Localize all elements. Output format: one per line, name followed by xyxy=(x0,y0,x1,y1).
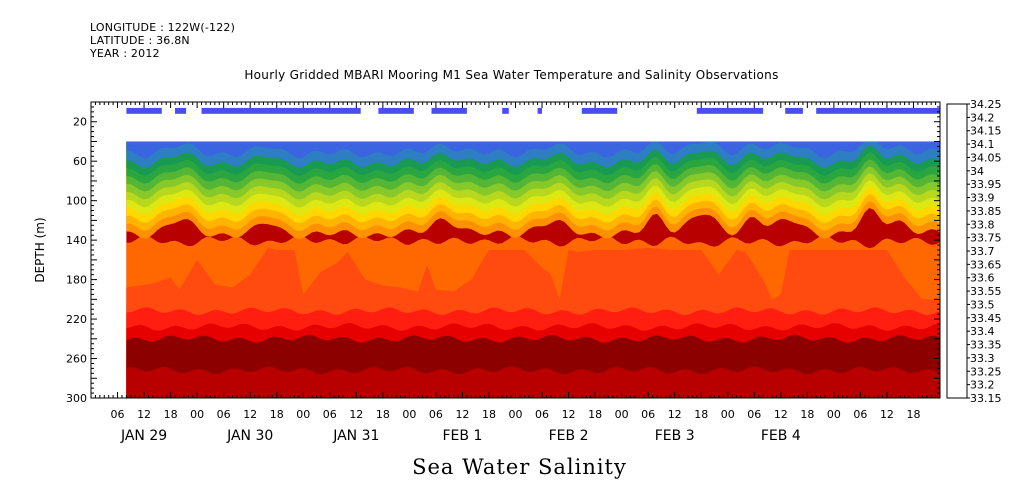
x-tick-label: 06 xyxy=(853,408,867,421)
x-tick-label: 12 xyxy=(774,408,788,421)
x-day-label: JAN 29 xyxy=(120,428,167,444)
chart-title: Hourly Gridded MBARI Mooring M1 Sea Wate… xyxy=(244,68,779,82)
x-tick-label: 12 xyxy=(349,408,363,421)
x-tick-label: 12 xyxy=(562,408,576,421)
colorbar-label: 33.75 xyxy=(970,232,1002,245)
x-tick-label: 00 xyxy=(827,408,841,421)
colorbar-border xyxy=(946,103,968,399)
x-tick-label: 12 xyxy=(880,408,894,421)
x-tick-label: 00 xyxy=(296,408,310,421)
colorbar-label: 33.15 xyxy=(970,392,1002,405)
x-tick-label: 06 xyxy=(217,408,231,421)
colorbar: 34.2534.234.1534.134.053433.9533.933.853… xyxy=(946,98,1002,405)
y-tick-label: 180 xyxy=(66,274,87,287)
x-day-label: JAN 31 xyxy=(332,428,379,444)
y-tick-label: 300 xyxy=(66,392,87,405)
y-tick-label: 220 xyxy=(66,313,87,326)
surface-salinity-bar xyxy=(378,107,414,114)
longitude-label: LONGITUDE : 122W(-122) xyxy=(90,21,236,34)
x-tick-label: 18 xyxy=(694,408,708,421)
surface-salinity-bar xyxy=(175,107,187,114)
x-tick-label: 00 xyxy=(402,408,416,421)
axes: 20 60 100 140 180 220 260 300 06 12 18 00 06 12 18 00 06… xyxy=(66,101,941,444)
y-axis-label: DEPTH (m) xyxy=(33,217,47,282)
x-day-label: FEB 1 xyxy=(443,428,483,444)
colorbar-label: 33.2 xyxy=(970,379,995,392)
x-tick-label: 06 xyxy=(111,408,125,421)
x-tick-label: 18 xyxy=(164,408,178,421)
x-tick-label: 18 xyxy=(482,408,496,421)
x-tick-label: 06 xyxy=(641,408,655,421)
colorbar-label: 33.6 xyxy=(970,272,995,285)
surface-salinity-bar xyxy=(785,107,803,114)
surface-salinity-bar xyxy=(126,107,162,114)
colorbar-label: 33.95 xyxy=(970,178,1002,191)
x-tick-label: 06 xyxy=(535,408,549,421)
x-tick-label: 12 xyxy=(455,408,469,421)
surface-salinity-bar xyxy=(201,107,361,114)
colorbar-label: 33.25 xyxy=(970,365,1002,378)
x-axis-label: Sea Water Salinity xyxy=(412,455,627,479)
y-tick-label: 100 xyxy=(66,195,87,208)
x-tick-label: 18 xyxy=(588,408,602,421)
colorbar-label: 34.25 xyxy=(970,98,1002,111)
colorbar-label: 34.05 xyxy=(970,151,1002,164)
y-tick-label: 260 xyxy=(66,353,87,366)
colorbar-label: 33.4 xyxy=(970,325,995,338)
colorbar-label: 33.35 xyxy=(970,339,1002,352)
y-tick-label: 60 xyxy=(73,155,87,168)
x-tick-label: 12 xyxy=(243,408,257,421)
x-tick-label: 12 xyxy=(668,408,682,421)
surface-salinity-bar xyxy=(816,107,940,114)
y-tick-label: 20 xyxy=(73,116,87,129)
colorbar-label: 33.7 xyxy=(970,245,995,258)
colorbar-label: 33.9 xyxy=(970,192,995,205)
surface-salinity-bar xyxy=(537,107,542,114)
colorbar-label: 33.45 xyxy=(970,312,1002,325)
x-day-label: FEB 4 xyxy=(761,428,801,444)
x-tick-label: 18 xyxy=(800,408,814,421)
y-tick-label: 140 xyxy=(66,234,87,247)
surface-salinity-bar xyxy=(581,107,618,114)
x-tick-label: 00 xyxy=(509,408,523,421)
x-day-label: FEB 3 xyxy=(655,428,695,444)
surface-salinity-bar xyxy=(502,107,509,114)
colorbar-label: 33.55 xyxy=(970,285,1002,298)
x-day-label: FEB 2 xyxy=(549,428,589,444)
x-tick-label: 06 xyxy=(747,408,761,421)
surface-salinity-bar xyxy=(431,107,467,114)
x-tick-label: 18 xyxy=(376,408,390,421)
x-tick-label: 00 xyxy=(615,408,629,421)
x-tick-label: 06 xyxy=(429,408,443,421)
salinity-band-lower xyxy=(126,366,940,398)
colorbar-label: 34.15 xyxy=(970,125,1002,138)
year-label: YEAR : 2012 xyxy=(90,47,160,60)
x-tick-label: 18 xyxy=(270,408,284,421)
latitude-label: LATITUDE : 36.8N xyxy=(90,34,190,47)
surface-salinity-bar xyxy=(696,107,764,114)
colorbar-label: 34.2 xyxy=(970,111,995,124)
x-day-label: JAN 30 xyxy=(226,428,273,444)
x-tick-label: 12 xyxy=(137,408,151,421)
salinity-contour-band xyxy=(126,141,940,159)
plot-area xyxy=(126,107,940,398)
x-tick-label: 06 xyxy=(323,408,337,421)
colorbar-label: 33.3 xyxy=(970,352,995,365)
colorbar-label: 34 xyxy=(970,165,984,178)
colorbar-label: 33.85 xyxy=(970,205,1002,218)
colorbar-label: 34.1 xyxy=(970,138,995,151)
x-tick-label: 18 xyxy=(906,408,920,421)
colorbar-label: 33.8 xyxy=(970,218,995,231)
x-tick-label: 00 xyxy=(721,408,735,421)
x-tick-label: 00 xyxy=(190,408,204,421)
colorbar-label: 33.5 xyxy=(970,298,995,311)
colorbar-label: 33.65 xyxy=(970,258,1002,271)
